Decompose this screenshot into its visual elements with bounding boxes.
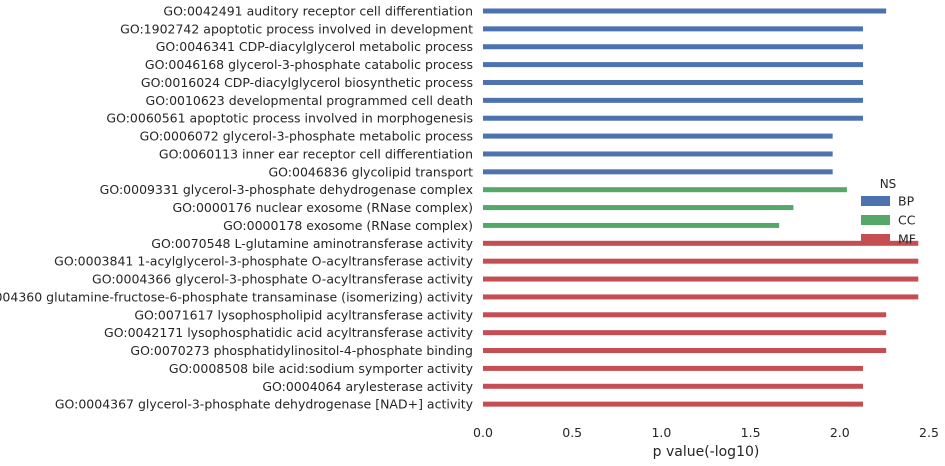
y-tick-label: GO:0070273 phosphatidylinositol-4-phosph… xyxy=(130,343,473,358)
y-tick-label: GO:0010623 developmental programmed cell… xyxy=(146,93,473,108)
y-tick-label: GO:0008508 bile acid:sodium symporter ac… xyxy=(169,361,474,376)
legend-swatch-mf xyxy=(861,234,890,244)
bar-8 xyxy=(483,133,833,139)
bar-13 xyxy=(483,222,780,228)
y-tick-label: GO:0004064 arylesterase activity xyxy=(262,379,473,394)
y-tick-label: GO:0004367 glycerol-3-phosphate dehydrog… xyxy=(55,397,474,412)
y-tick-label: GO:0009331 glycerol-3-phosphate dehydrog… xyxy=(100,182,473,197)
bar-7 xyxy=(483,115,863,121)
y-tick-label: GO:0046168 glycerol-3-phosphate cataboli… xyxy=(145,57,473,72)
x-tick-labels: 0.0 0.5 1.0 1.5 2.0 2.5 xyxy=(473,425,939,440)
y-tick-label: GO:0000176 nuclear exosome (RNase comple… xyxy=(172,200,473,215)
legend: NS BP CC MF xyxy=(861,177,916,247)
y-tick-label: GO:0046341 CDP-diacylglycerol metabolic … xyxy=(156,39,473,54)
y-tick-label: GO:1902742 apoptotic process involved in… xyxy=(120,21,473,36)
bar-12 xyxy=(483,205,794,211)
legend-label-cc: CC xyxy=(898,213,916,228)
x-tick-label: 0.0 xyxy=(473,425,493,440)
bar-16 xyxy=(483,276,919,282)
x-tick-label: 1.0 xyxy=(651,425,671,440)
y-tick-label: GO:0070548 L-glutamine aminotransferase … xyxy=(151,236,473,251)
bar-3 xyxy=(483,44,863,50)
bar-5 xyxy=(483,79,863,85)
y-tick-label: GO:0003841 1-acylglycerol-3-phosphate O-… xyxy=(54,254,473,269)
bar-1 xyxy=(483,8,887,14)
y-tick-label: GO:0042171 lysophosphatidic acid acyltra… xyxy=(104,325,474,340)
x-tick-label: 2.5 xyxy=(919,425,939,440)
y-tick-label: GO:0006072 glycerol-3-phosphate metaboli… xyxy=(140,129,473,144)
bar-17 xyxy=(483,294,919,300)
bar-22 xyxy=(483,383,863,389)
bar-23 xyxy=(483,401,863,407)
legend-swatch-bp xyxy=(861,196,890,206)
y-tick-label: GO:0016024 CDP-diacylglycerol biosynthet… xyxy=(141,75,473,90)
x-tick-label: 2.0 xyxy=(830,425,850,440)
bar-18 xyxy=(483,312,887,318)
y-tick-labels: GO:0042491 auditory receptor cell differ… xyxy=(0,4,474,412)
legend-items: BP CC MF xyxy=(861,194,916,247)
bar-15 xyxy=(483,258,919,264)
legend-title: NS xyxy=(880,177,897,191)
bar-20 xyxy=(483,348,887,354)
x-tick-label: 0.5 xyxy=(562,425,582,440)
y-tick-label: GO:0071617 lysophospholipid acyltransfer… xyxy=(134,307,473,322)
y-tick-label: GO:0042491 auditory receptor cell differ… xyxy=(163,4,473,19)
bar-6 xyxy=(483,97,863,103)
x-axis-label: p value(-log10) xyxy=(653,444,760,460)
y-tick-label: GO:0000178 exosome (RNase complex) xyxy=(223,218,473,233)
legend-swatch-cc xyxy=(861,215,890,225)
bar-21 xyxy=(483,365,863,371)
y-tick-label: GO:0004366 glycerol-3-phosphate O-acyltr… xyxy=(92,272,474,287)
legend-label-mf: MF xyxy=(898,232,916,247)
bar-10 xyxy=(483,169,833,175)
x-tick-label: 1.5 xyxy=(741,425,761,440)
y-tick-label: GO:0060561 apoptotic process involved in… xyxy=(106,111,473,126)
y-tick-label: GO:0060113 inner ear receptor cell diffe… xyxy=(159,146,473,161)
bar-4 xyxy=(483,62,863,68)
y-tick-label: GO:0004360 glutamine-fructose-6-phosphat… xyxy=(0,289,474,304)
legend-label-bp: BP xyxy=(898,194,915,209)
bar-19 xyxy=(483,330,887,336)
bar-11 xyxy=(483,187,847,193)
y-tick-label: GO:0046836 glycolipid transport xyxy=(268,164,473,179)
bar-2 xyxy=(483,26,863,32)
bars-group xyxy=(483,8,919,407)
bar-9 xyxy=(483,151,833,157)
bar-14 xyxy=(483,240,919,246)
